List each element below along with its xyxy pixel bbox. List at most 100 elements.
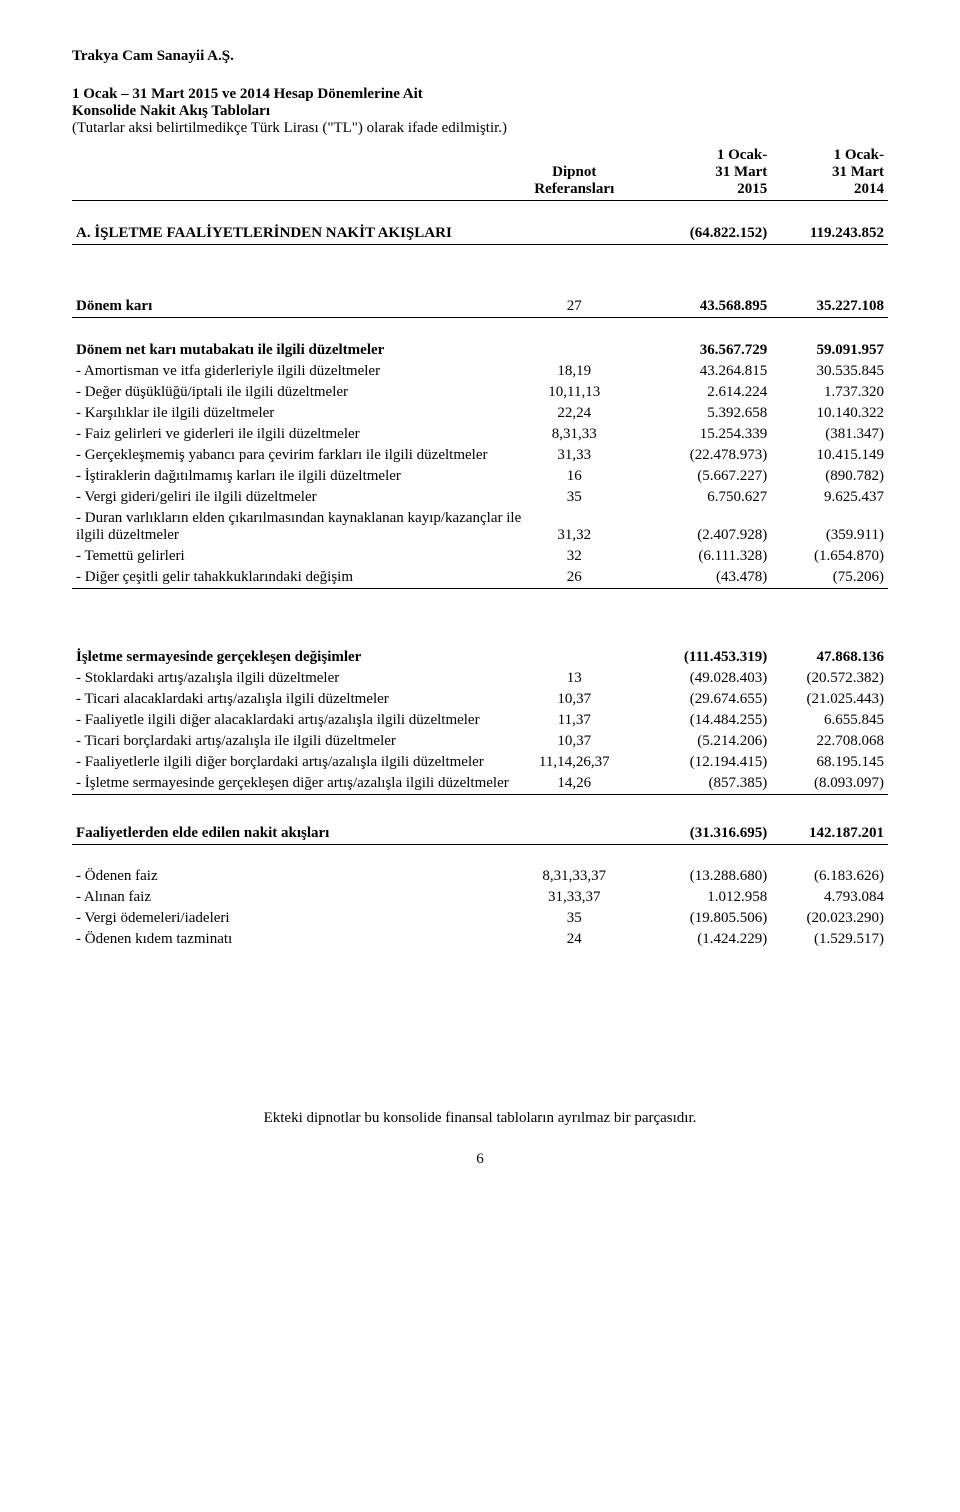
header-c2a: 1 Ocak-: [834, 147, 884, 163]
row-label: - Faaliyetlerle ilgili diğer borçlardaki…: [72, 752, 530, 773]
table-row: - Ticari alacaklardaki artış/azalışla il…: [72, 689, 888, 710]
row-c2: 4.793.084: [771, 887, 888, 908]
section-a-c1: (64.822.152): [654, 223, 771, 245]
table-row: - Gerçekleşmemiş yabancı para çevirim fa…: [72, 445, 888, 466]
row-ref: 16: [530, 466, 654, 487]
donem-kari-ref: 27: [530, 296, 654, 318]
header-c2c: 2014: [854, 181, 884, 197]
row-c1: (14.484.255): [654, 710, 771, 731]
row-label: - Ticari alacaklardaki artış/azalışla il…: [72, 689, 530, 710]
row-ref: 13: [530, 668, 654, 689]
isletme-sermaye-c2: 47.868.136: [771, 647, 888, 668]
row-c2: (1.654.870): [771, 546, 888, 567]
row-label: - İşletme sermayesinde gerçekleşen diğer…: [72, 773, 530, 795]
header-c1a: 1 Ocak-: [717, 147, 767, 163]
table-row: - Faaliyetle ilgili diğer alacaklardaki …: [72, 710, 888, 731]
row-c1: (2.407.928): [654, 508, 771, 546]
row-c1: (22.478.973): [654, 445, 771, 466]
row-c1: (6.111.328): [654, 546, 771, 567]
row-c1: 6.750.627: [654, 487, 771, 508]
donem-kari-label: Dönem karı: [72, 296, 530, 318]
isletme-sermaye-label: İşletme sermayesinde gerçekleşen değişim…: [72, 647, 530, 668]
header-c2b: 31 Mart: [832, 164, 884, 180]
header-c1b: 31 Mart: [715, 164, 767, 180]
row-c1: 15.254.339: [654, 424, 771, 445]
row-c2: 9.625.437: [771, 487, 888, 508]
row-label: - Vergi ödemeleri/iadeleri: [72, 908, 530, 929]
table-row: - Faaliyetlerle ilgili diğer borçlardaki…: [72, 752, 888, 773]
row-label: - Amortisman ve itfa giderleriyle ilgili…: [72, 361, 530, 382]
title-line-1: 1 Ocak – 31 Mart 2015 ve 2014 Hesap Döne…: [72, 86, 888, 103]
row-c1: 5.392.658: [654, 403, 771, 424]
row-label: - İştiraklerin dağıtılmamış karları ile …: [72, 466, 530, 487]
row-label: - Duran varlıkların elden çıkarılmasında…: [72, 508, 530, 546]
faaliyet-nakit-row: Faaliyetlerden elde edilen nakit akışlar…: [72, 823, 888, 845]
donem-kari-row: Dönem karı 27 43.568.895 35.227.108: [72, 296, 888, 318]
row-c2: (8.093.097): [771, 773, 888, 795]
page-number: 6: [72, 1151, 888, 1168]
table-row: - Temettü gelirleri32(6.111.328)(1.654.8…: [72, 546, 888, 567]
row-label: - Faiz gelirleri ve giderleri ile ilgili…: [72, 424, 530, 445]
title-line-2: Konsolide Nakit Akış Tabloları: [72, 103, 888, 120]
row-c2: (381.347): [771, 424, 888, 445]
mutabakat-row: Dönem net karı mutabakatı ile ilgili düz…: [72, 340, 888, 361]
table-row: - İşletme sermayesinde gerçekleşen diğer…: [72, 773, 888, 795]
row-label: - Gerçekleşmemiş yabancı para çevirim fa…: [72, 445, 530, 466]
row-ref: 10,11,13: [530, 382, 654, 403]
section-a-label: A. İŞLETME FAALİYETLERİNDEN NAKİT AKIŞLA…: [72, 223, 530, 245]
table-row: - Karşılıklar ile ilgili düzeltmeler22,2…: [72, 403, 888, 424]
row-label: - Temettü gelirleri: [72, 546, 530, 567]
row-label: - Karşılıklar ile ilgili düzeltmeler: [72, 403, 530, 424]
row-c1: (12.194.415): [654, 752, 771, 773]
row-ref: 31,33: [530, 445, 654, 466]
row-c1: 43.264.815: [654, 361, 771, 382]
row-c1: 2.614.224: [654, 382, 771, 403]
row-ref: 10,37: [530, 689, 654, 710]
subtitle: (Tutarlar aksi belirtilmedikçe Türk Lira…: [72, 120, 888, 137]
table-row: - İştiraklerin dağıtılmamış karları ile …: [72, 466, 888, 487]
row-label: - Ticari borçlardaki artış/azalışla ile …: [72, 731, 530, 752]
row-ref: 14,26: [530, 773, 654, 795]
section-a-row: A. İŞLETME FAALİYETLERİNDEN NAKİT AKIŞLA…: [72, 223, 888, 245]
header-ref-1: Dipnot: [552, 164, 596, 180]
header-ref-2: Referansları: [534, 181, 614, 197]
row-ref: 32: [530, 546, 654, 567]
footer-note: Ekteki dipnotlar bu konsolide finansal t…: [72, 1110, 888, 1127]
isletme-sermaye-row: İşletme sermayesinde gerçekleşen değişim…: [72, 647, 888, 668]
faaliyet-nakit-label: Faaliyetlerden elde edilen nakit akışlar…: [72, 823, 530, 845]
row-ref: 10,37: [530, 731, 654, 752]
row-ref: 31,33,37: [530, 887, 654, 908]
row-c2: (890.782): [771, 466, 888, 487]
table-row: - Vergi gideri/geliri ile ilgili düzeltm…: [72, 487, 888, 508]
row-label: - Vergi gideri/geliri ile ilgili düzeltm…: [72, 487, 530, 508]
row-ref: 8,31,33: [530, 424, 654, 445]
table-row: - Ödenen kıdem tazminatı24(1.424.229)(1.…: [72, 929, 888, 950]
row-ref: 31,32: [530, 508, 654, 546]
row-c2: 22.708.068: [771, 731, 888, 752]
row-label: - Faaliyetle ilgili diğer alacaklardaki …: [72, 710, 530, 731]
table-row: - Duran varlıkların elden çıkarılmasında…: [72, 508, 888, 546]
row-c2: (20.572.382): [771, 668, 888, 689]
section-a-c2: 119.243.852: [771, 223, 888, 245]
isletme-sermaye-c1: (111.453.319): [654, 647, 771, 668]
row-c2: (20.023.290): [771, 908, 888, 929]
row-label: - Ödenen kıdem tazminatı: [72, 929, 530, 950]
faaliyet-nakit-c2: 142.187.201: [771, 823, 888, 845]
row-ref: 11,14,26,37: [530, 752, 654, 773]
row-c2: 10.415.149: [771, 445, 888, 466]
table-row: - Faiz gelirleri ve giderleri ile ilgili…: [72, 424, 888, 445]
column-header-row: Dipnot Referansları 1 Ocak- 31 Mart 2015…: [72, 145, 888, 201]
mutabakat-c1: 36.567.729: [654, 340, 771, 361]
row-ref: 35: [530, 487, 654, 508]
row-c2: (1.529.517): [771, 929, 888, 950]
faaliyet-nakit-c1: (31.316.695): [654, 823, 771, 845]
cashflow-table: Dipnot Referansları 1 Ocak- 31 Mart 2015…: [72, 145, 888, 950]
row-c1: (19.805.506): [654, 908, 771, 929]
row-c2: (75.206): [771, 567, 888, 589]
table-row: - Ödenen faiz8,31,33,37(13.288.680)(6.18…: [72, 866, 888, 887]
row-c1: 1.012.958: [654, 887, 771, 908]
donem-kari-c2: 35.227.108: [771, 296, 888, 318]
row-c2: (21.025.443): [771, 689, 888, 710]
table-row: - Diğer çeşitli gelir tahakkuklarındaki …: [72, 567, 888, 589]
table-row: - Stoklardaki artış/azalışla ilgili düze…: [72, 668, 888, 689]
